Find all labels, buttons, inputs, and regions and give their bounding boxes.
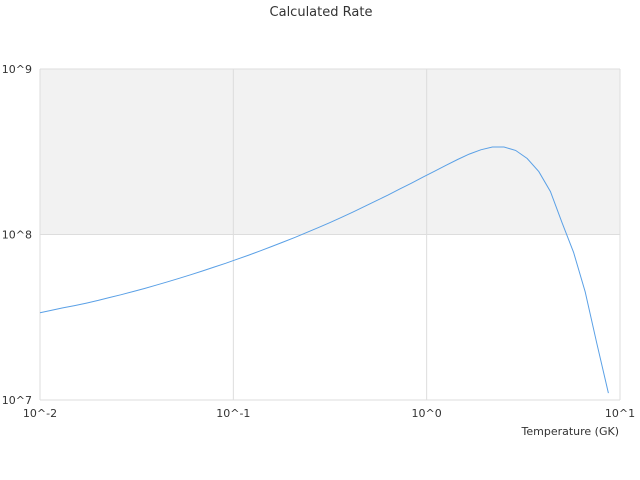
axis-tick-labels: 10^-2 10^-1 10^0 10^1 10^7 10^8 10^9 (2, 63, 635, 420)
x-tick-label: 10^0 (412, 407, 442, 420)
x-tick-label: 10^-2 (23, 407, 57, 420)
x-tick-label: 10^-1 (216, 407, 250, 420)
chart-title: Calculated Rate (270, 5, 373, 20)
y-tick-label: 10^7 (2, 394, 32, 407)
x-tick-label: 10^1 (605, 407, 635, 420)
plot-area (39, 68, 621, 401)
y-tick-label: 10^9 (2, 63, 32, 76)
y-tick-label: 10^8 (2, 229, 32, 242)
rate-curve (39, 146, 609, 394)
plot-band (40, 69, 620, 235)
x-axis-label: Temperature (GK) (521, 425, 620, 438)
